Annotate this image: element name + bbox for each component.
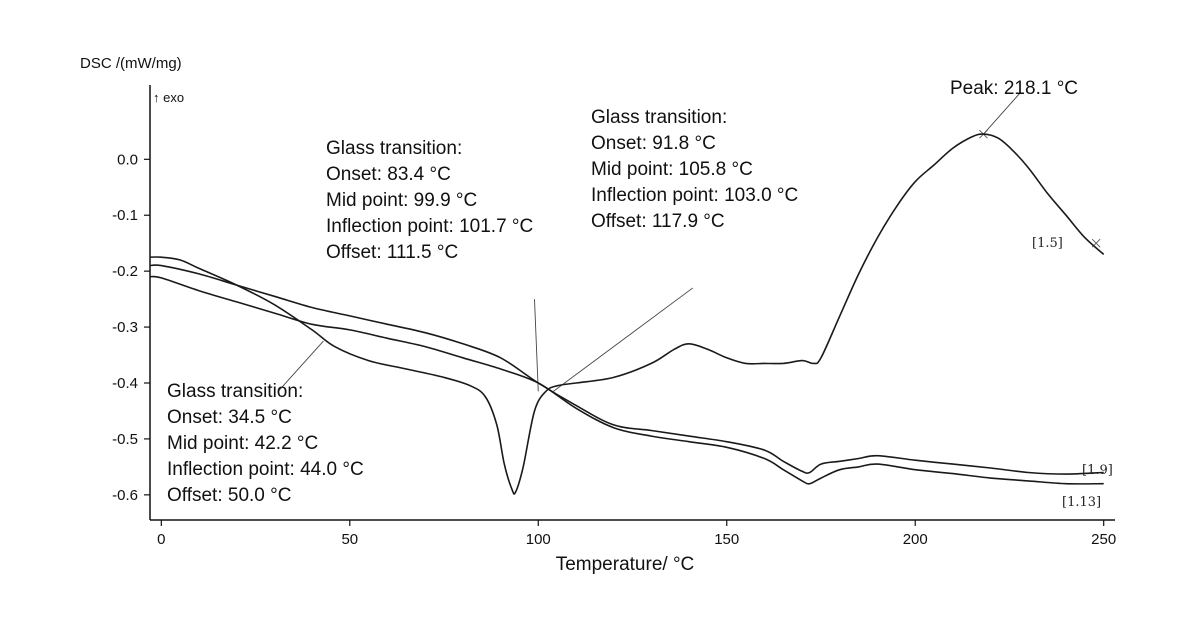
y-axis-title: DSC /(mW/mg) bbox=[80, 55, 182, 72]
annotation-line: Glass transition: bbox=[591, 107, 727, 128]
annotation-glass-transition-1: Glass transition: Onset: 34.5 °C Mid point… bbox=[167, 381, 364, 506]
annotation-line: Mid point: 105.8 °C bbox=[591, 159, 753, 180]
series-label: [1.13] bbox=[1062, 495, 1101, 510]
annotation-line: Onset: 83.4 °C bbox=[326, 164, 451, 185]
chart-labels: DSC /(mW/mg) ↑ exo Temperature/ °C [1.5] [1.… bbox=[80, 55, 1113, 575]
exo-label: ↑ exo bbox=[153, 90, 184, 105]
annotation-line: Mid point: 99.9 °C bbox=[326, 190, 477, 211]
tangent-line bbox=[534, 299, 538, 391]
x-tick-label: 200 bbox=[903, 531, 928, 548]
annotation-line: Glass transition: bbox=[167, 381, 303, 402]
annotation-glass-transition-2: Glass transition: Onset: 83.4 °C Mid point… bbox=[326, 138, 533, 263]
annotation-line: Inflection point: 103.0 °C bbox=[591, 185, 798, 206]
x-tick-label: 100 bbox=[526, 531, 551, 548]
annotation-line: Onset: 91.8 °C bbox=[591, 133, 716, 154]
series-label: [1.9] bbox=[1082, 463, 1113, 478]
y-tick-label: -0.4 bbox=[112, 375, 138, 392]
annotation-line: Onset: 34.5 °C bbox=[167, 407, 292, 428]
y-tick-label: -0.6 bbox=[112, 487, 138, 504]
y-tick-label: -0.3 bbox=[112, 319, 138, 336]
annotation-line: Glass transition: bbox=[326, 138, 462, 159]
x-tick-label: 150 bbox=[714, 531, 739, 548]
x-tick-label: 250 bbox=[1091, 531, 1116, 548]
annotation-line: Offset: 50.0 °C bbox=[167, 485, 291, 506]
annotation-line: Mid point: 42.2 °C bbox=[167, 433, 318, 454]
annotation-line: Peak: 218.1 °C bbox=[950, 78, 1078, 99]
annotation-line: Inflection point: 44.0 °C bbox=[167, 459, 364, 480]
y-tick-label: 0.0 bbox=[117, 151, 138, 168]
annotation-peak: Peak: 218.1 °C bbox=[950, 78, 1078, 99]
tangent-line bbox=[553, 288, 692, 391]
y-tick-label: -0.1 bbox=[112, 207, 138, 224]
y-tick-label: -0.2 bbox=[112, 263, 138, 280]
annotation-line: Offset: 117.9 °C bbox=[591, 211, 725, 232]
annotation-line: Inflection point: 101.7 °C bbox=[326, 216, 533, 237]
annotation-glass-transition-3: Glass transition: Onset: 91.8 °C Mid point… bbox=[591, 107, 798, 232]
x-axis-title: Temperature/ °C bbox=[556, 554, 695, 575]
x-tick-label: 0 bbox=[157, 531, 165, 548]
x-tick-label: 50 bbox=[341, 531, 358, 548]
annotation-line: Offset: 111.5 °C bbox=[326, 242, 458, 263]
series-label: [1.5] bbox=[1032, 236, 1063, 251]
y-tick-label: -0.5 bbox=[112, 431, 138, 448]
